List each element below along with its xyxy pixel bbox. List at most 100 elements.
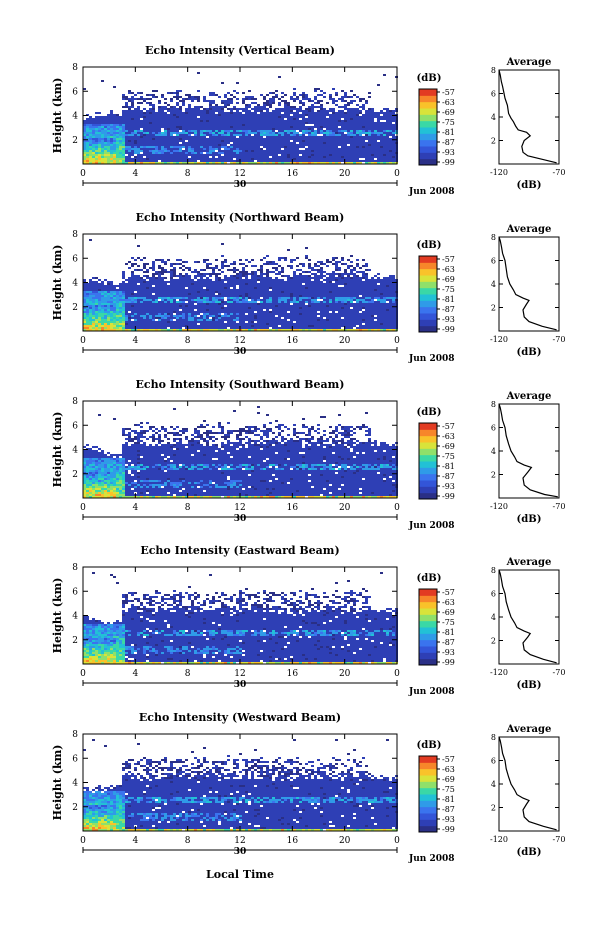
x-tick-label: 20 <box>339 836 351 846</box>
x-tick-label: 0 <box>80 336 86 346</box>
colorbar-tick-label: -87 <box>442 638 455 647</box>
day-label: 30 <box>234 347 247 357</box>
colorbar-tick-label: -63 <box>442 765 455 774</box>
average-x-label: (dB) <box>517 847 542 858</box>
colorbar-tick-label: -87 <box>442 472 455 481</box>
colorbar-tick-label: -57 <box>442 422 455 431</box>
x-tick-label: 12 <box>234 336 245 346</box>
day-label: 30 <box>234 180 247 190</box>
x-tick-label: 4 <box>132 503 138 513</box>
y-tick-label: 8 <box>72 397 78 407</box>
average-x-tick-label: -120 <box>490 668 508 677</box>
average-title: Average <box>506 724 552 735</box>
colorbar-tick-label: -57 <box>442 255 455 264</box>
average-frame <box>499 237 559 331</box>
date-label: Jun 2008 <box>408 687 455 697</box>
colorbar-tick-label: -75 <box>442 618 455 627</box>
colorbar-tick-label: -99 <box>442 492 455 501</box>
panel-title: Echo Intensity (Northward Beam) <box>136 211 345 224</box>
average-y-tick-label: 2 <box>491 304 496 313</box>
panel-4: Echo Intensity (Eastward Beam)2468Height… <box>51 544 565 697</box>
y-axis-label: Height (km) <box>51 245 64 321</box>
colorbar-tick-label: -99 <box>442 658 455 667</box>
x-tick-label: 4 <box>132 836 138 846</box>
x-tick-label: 0 <box>80 169 86 179</box>
colorbar <box>419 756 437 833</box>
x-tick-label: 16 <box>287 669 299 679</box>
average-x-tick-label: -120 <box>490 335 508 344</box>
average-x-tick-label: -70 <box>553 335 566 344</box>
y-axis-label: Height (km) <box>51 745 64 821</box>
x-tick-label: 8 <box>185 169 191 179</box>
colorbar-tick-label: -93 <box>442 315 455 324</box>
date-label: Jun 2008 <box>408 854 455 864</box>
colorbar-tick-label: -75 <box>442 118 455 127</box>
colorbar-tick-label: -81 <box>442 628 455 637</box>
y-axis-label: Height (km) <box>51 78 64 154</box>
average-x-tick-label: -70 <box>553 668 566 677</box>
colorbar-tick-label: -69 <box>442 775 455 784</box>
colorbar-tick-label: -99 <box>442 158 455 167</box>
average-frame <box>499 404 559 498</box>
panel-3: Echo Intensity (Southward Beam)2468Heigh… <box>51 378 565 531</box>
x-tick-label: 0 <box>394 669 400 679</box>
y-tick-label: 2 <box>72 303 78 313</box>
day-label: 30 <box>234 680 247 690</box>
y-tick-label: 2 <box>72 636 78 646</box>
average-profile-line <box>499 237 557 330</box>
x-tick-label: 20 <box>339 503 351 513</box>
x-tick-label: 0 <box>80 503 86 513</box>
echo-heatmap <box>83 239 398 331</box>
y-tick-label: 6 <box>72 754 78 764</box>
average-x-label: (dB) <box>517 514 542 525</box>
y-tick-label: 2 <box>72 470 78 480</box>
x-tick-label: 0 <box>394 169 400 179</box>
colorbar-tick-label: -93 <box>442 482 455 491</box>
x-tick-label: 4 <box>132 669 138 679</box>
y-tick-label: 4 <box>72 279 78 289</box>
day-label: 30 <box>234 847 247 857</box>
panel-1: Echo Intensity (Vertical Beam)2468Height… <box>51 44 565 197</box>
average-frame <box>499 70 559 164</box>
x-tick-label: 0 <box>80 669 86 679</box>
y-axis-label: Height (km) <box>51 578 64 654</box>
colorbar-tick-label: -87 <box>442 305 455 314</box>
colorbar-tick-label: -87 <box>442 138 455 147</box>
y-tick-label: 8 <box>72 563 78 573</box>
colorbar-tick-label: -81 <box>442 295 455 304</box>
x-axis-label: Local Time <box>206 868 274 881</box>
x-tick-label: 12 <box>234 503 245 513</box>
x-tick-label: 0 <box>394 336 400 346</box>
y-tick-label: 8 <box>72 230 78 240</box>
date-label: Jun 2008 <box>408 521 455 531</box>
colorbar-tick-label: -69 <box>442 275 455 284</box>
average-x-tick-label: -70 <box>553 835 566 844</box>
colorbar-tick-label: -63 <box>442 432 455 441</box>
colorbar-tick-label: -75 <box>442 452 455 461</box>
colorbar <box>419 423 437 500</box>
colorbar-tick-label: -69 <box>442 442 455 451</box>
y-tick-label: 4 <box>72 779 78 789</box>
average-y-tick-label: 2 <box>491 471 496 480</box>
average-profile-line <box>499 737 557 830</box>
average-x-tick-label: -70 <box>553 168 566 177</box>
colorbar-tick-label: -81 <box>442 128 455 137</box>
colorbar-unit: (dB) <box>417 73 442 84</box>
average-y-tick-label: 6 <box>491 257 496 266</box>
colorbar-tick-label: -93 <box>442 648 455 657</box>
echo-heatmap <box>83 72 398 164</box>
average-y-tick-label: 6 <box>491 90 496 99</box>
average-profile-line <box>499 404 558 497</box>
colorbar-unit: (dB) <box>417 407 442 418</box>
y-tick-label: 6 <box>72 87 78 97</box>
date-label: Jun 2008 <box>408 187 455 197</box>
x-tick-label: 8 <box>185 669 191 679</box>
x-tick-label: 8 <box>185 336 191 346</box>
average-frame <box>499 737 559 831</box>
average-x-label: (dB) <box>517 347 542 358</box>
colorbar-tick-label: -93 <box>442 148 455 157</box>
colorbar-tick-label: -81 <box>442 462 455 471</box>
x-tick-label: 12 <box>234 169 245 179</box>
